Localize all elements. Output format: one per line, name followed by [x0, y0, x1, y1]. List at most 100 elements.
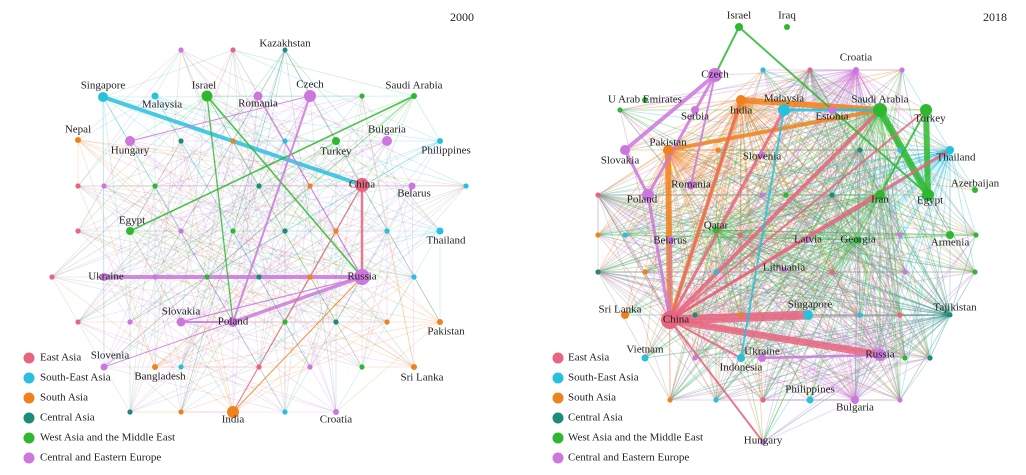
edge — [644, 271, 671, 321]
node-label: Russia — [347, 271, 376, 283]
edge — [129, 140, 415, 368]
edge — [740, 69, 857, 101]
edge — [232, 140, 260, 187]
edge — [129, 185, 156, 413]
edge — [831, 239, 859, 273]
edge — [715, 194, 881, 401]
edge — [761, 194, 859, 241]
edge — [740, 99, 785, 271]
edge — [154, 140, 337, 278]
edge — [309, 95, 363, 278]
edge — [597, 194, 626, 236]
node — [307, 183, 313, 189]
edge — [154, 49, 182, 97]
edge — [854, 271, 976, 401]
edge — [694, 69, 857, 111]
node — [178, 138, 184, 144]
edge — [762, 69, 857, 443]
edge — [762, 69, 881, 196]
edge — [669, 239, 859, 321]
node-label: Malaysia — [142, 99, 182, 111]
edge — [77, 95, 208, 232]
edge — [597, 149, 669, 236]
edge — [809, 354, 881, 401]
edge — [783, 194, 881, 271]
faint-edges — [597, 69, 977, 443]
edge — [715, 109, 881, 401]
node — [902, 355, 908, 361]
edge — [232, 49, 286, 232]
edge — [762, 69, 859, 241]
node — [101, 183, 107, 189]
node-label: Singapore — [788, 299, 833, 311]
node — [641, 354, 649, 362]
edge — [879, 149, 951, 356]
edge — [669, 319, 763, 359]
edge — [715, 314, 951, 401]
legend-swatch — [552, 452, 564, 464]
edge — [761, 109, 881, 196]
edge — [103, 230, 286, 278]
edge — [904, 149, 951, 273]
edge — [232, 49, 415, 97]
edge — [831, 271, 906, 359]
edge — [597, 194, 976, 273]
edge — [309, 230, 337, 368]
edge — [103, 140, 286, 368]
node-label: Poland — [627, 194, 658, 206]
node — [333, 319, 339, 325]
edge — [739, 234, 976, 273]
edge — [694, 99, 742, 111]
node-label: Slovakia — [162, 306, 201, 318]
node — [897, 312, 903, 318]
edge — [597, 149, 669, 196]
edge — [624, 234, 859, 241]
edge — [715, 229, 906, 359]
legend-label: East Asia — [40, 352, 81, 364]
edge — [597, 271, 717, 401]
edge — [232, 276, 415, 323]
edge — [180, 230, 441, 413]
edge — [762, 109, 881, 401]
edge — [386, 185, 413, 232]
edge — [879, 234, 901, 356]
node — [691, 106, 699, 114]
edge — [694, 229, 717, 359]
edge — [831, 271, 881, 356]
edge — [715, 109, 881, 231]
edge — [77, 139, 311, 368]
node-label: Nepal — [65, 124, 91, 136]
legend-label: Central Asia — [40, 412, 95, 424]
node — [897, 232, 903, 238]
edge — [669, 149, 951, 241]
edge — [413, 95, 441, 142]
edge — [597, 234, 671, 321]
edge — [739, 69, 811, 236]
edge — [879, 234, 977, 356]
edge — [739, 149, 861, 316]
node — [282, 138, 288, 144]
node-label: Kazakhstan — [259, 38, 311, 50]
node-label: India — [730, 105, 753, 117]
edge — [715, 229, 833, 273]
edge — [77, 95, 363, 232]
edge — [879, 194, 931, 359]
edge — [740, 99, 861, 316]
edge — [644, 229, 717, 359]
edge — [854, 314, 861, 401]
node — [595, 192, 601, 198]
edge — [762, 354, 881, 401]
legend-swatch — [23, 352, 35, 364]
edge — [597, 149, 861, 196]
edge — [624, 99, 742, 316]
edge — [854, 357, 906, 401]
edge — [597, 194, 906, 359]
edge — [154, 230, 441, 278]
edge — [857, 194, 881, 241]
edge — [761, 149, 951, 196]
edge — [762, 314, 951, 443]
node-label: Poland — [218, 316, 249, 328]
edge — [597, 194, 717, 401]
edge — [740, 314, 951, 359]
edge — [667, 69, 857, 151]
